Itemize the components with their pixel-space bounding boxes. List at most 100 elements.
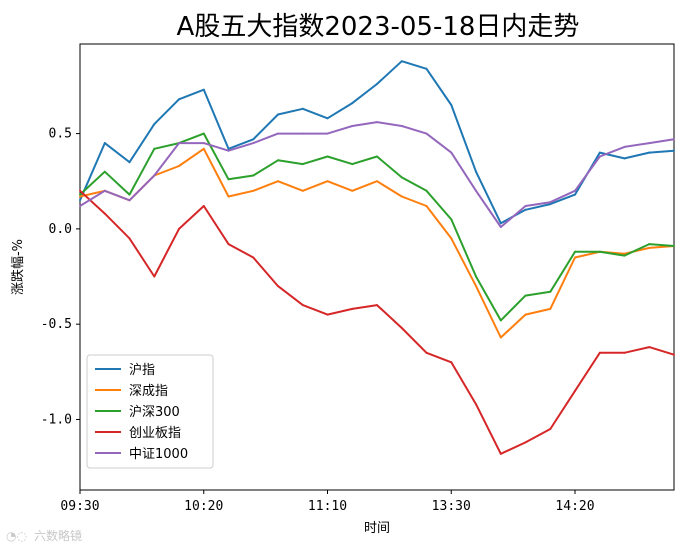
data-point (178, 142, 180, 145)
series-3 (79, 189, 675, 455)
data-point (153, 275, 156, 278)
data-point (326, 132, 329, 135)
y-tick-label: 0.0 (49, 222, 72, 237)
data-point (301, 132, 304, 135)
data-point (202, 205, 205, 207)
data-point (351, 163, 354, 166)
data-point (128, 199, 131, 202)
legend-label: 沪指 (129, 362, 155, 378)
data-point (499, 452, 502, 455)
data-point (326, 155, 329, 158)
legend-label: 中证1000 (129, 447, 188, 462)
plot-lines (79, 60, 675, 455)
data-point (648, 346, 651, 349)
data-point (376, 304, 378, 307)
series-2 (79, 132, 675, 322)
data-point (549, 203, 552, 206)
data-point (623, 157, 626, 160)
data-point (227, 195, 230, 198)
data-point (252, 189, 255, 192)
watermark: ◔◌ 六数略镜 (6, 528, 82, 543)
data-point (326, 180, 329, 183)
data-point (425, 205, 428, 207)
data-point (623, 145, 626, 148)
data-point (252, 138, 255, 141)
data-point (450, 361, 453, 364)
data-point (673, 138, 675, 141)
data-point (524, 205, 527, 207)
data-point (549, 307, 552, 310)
x-tick-label: 10:20 (184, 499, 223, 514)
data-point (277, 180, 279, 183)
data-point (202, 142, 205, 145)
y-tick-label: -1.0 (41, 412, 72, 427)
data-point (301, 163, 304, 166)
data-point (351, 125, 354, 127)
data-point (400, 176, 403, 179)
x-axis-label: 时间 (364, 521, 390, 536)
legend-label: 深成指 (129, 384, 168, 399)
data-point (326, 313, 329, 316)
data-point (673, 245, 675, 247)
y-axis: 0.5 0.0 -0.5 -1.0 (41, 127, 80, 427)
series-line-0 (79, 60, 675, 225)
legend-label: 沪深300 (129, 404, 180, 420)
legend-box (86, 354, 214, 469)
plot-frame (79, 43, 675, 491)
data-point (400, 195, 403, 198)
data-point (227, 243, 230, 246)
data-point (598, 151, 601, 154)
data-point (648, 151, 651, 154)
data-point (376, 121, 378, 124)
data-point (549, 290, 552, 293)
data-point (326, 117, 329, 120)
data-point (128, 161, 131, 164)
data-point (623, 254, 626, 257)
data-point (598, 155, 601, 158)
data-point (252, 174, 255, 177)
watermark-logo-icon: ◔◌ (6, 529, 27, 543)
series-line-4 (79, 121, 675, 228)
data-point (499, 319, 502, 322)
data-point (648, 142, 651, 145)
watermark-text: 六数略镜 (34, 528, 82, 543)
data-point (103, 170, 106, 173)
data-point (574, 250, 576, 253)
x-tick-label: 11:10 (308, 499, 347, 514)
data-point (673, 353, 675, 356)
data-point (400, 125, 403, 127)
data-point (301, 107, 304, 110)
data-point (549, 428, 552, 430)
data-point (153, 123, 156, 126)
data-point (79, 199, 81, 202)
data-point (79, 195, 81, 198)
data-point (153, 147, 156, 150)
data-point (202, 147, 205, 150)
data-point (79, 189, 81, 192)
data-point (499, 222, 502, 225)
data-point (450, 104, 453, 106)
data-point (549, 201, 552, 204)
data-point (103, 189, 106, 192)
data-point (574, 389, 576, 392)
data-point (623, 252, 626, 255)
data-point (376, 180, 378, 183)
data-point (425, 351, 428, 354)
data-point (227, 147, 230, 150)
y-tick-label: -0.5 (41, 317, 72, 332)
data-point (499, 226, 502, 228)
data-point (450, 218, 453, 221)
data-point (524, 208, 527, 211)
data-point (425, 132, 428, 135)
data-point (227, 178, 230, 181)
series-0 (79, 60, 675, 225)
data-point (128, 237, 131, 240)
data-point (301, 304, 304, 307)
data-point (425, 189, 428, 192)
data-point (574, 256, 576, 259)
x-tick-label: 09:30 (60, 499, 99, 514)
data-point (425, 67, 428, 70)
data-point (499, 336, 502, 339)
